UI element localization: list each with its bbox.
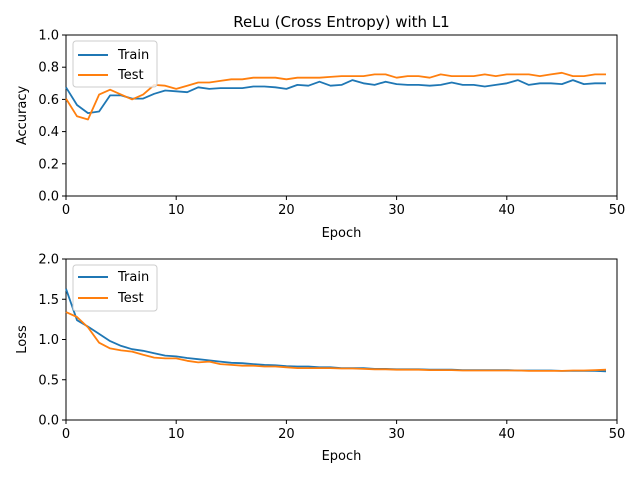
- accuracy-x-tick-label: 0: [62, 203, 70, 218]
- accuracy-x-tick-label: 40: [499, 203, 516, 218]
- accuracy-y-tick-label: 0.8: [38, 61, 59, 76]
- accuracy-x-ticks: 0 10 20 30 40 50: [62, 196, 625, 218]
- accuracy-x-tick-label: 50: [609, 203, 626, 218]
- loss-y-tick-label: 2.0: [38, 253, 59, 268]
- loss-x-tick-label: 20: [278, 427, 295, 442]
- loss-x-axis-label: Epoch: [322, 449, 362, 464]
- loss-legend-train-label: Train: [117, 270, 149, 285]
- accuracy-axes-frame: [65, 34, 618, 197]
- loss-legend-test-label: Test: [117, 291, 144, 306]
- accuracy-legend-test-label: Test: [117, 68, 144, 83]
- accuracy-x-tick-label: 10: [168, 203, 185, 218]
- accuracy-x-axis-label: Epoch: [322, 226, 362, 241]
- accuracy-y-tick-label: 0.2: [38, 157, 59, 172]
- accuracy-subplot: ReLu (Cross Entropy) with L1 0.00.20.40.…: [15, 13, 625, 241]
- loss-x-tick-label: 0: [62, 427, 70, 442]
- accuracy-train-line: [65, 79, 606, 114]
- accuracy-y-tick-label: 0.4: [38, 125, 59, 140]
- loss-series-lines: [65, 288, 607, 373]
- loss-y-tick-label: 0.0: [38, 414, 59, 429]
- loss-y-tick-label: 1.0: [38, 333, 59, 348]
- accuracy-chart-title: ReLu (Cross Entropy) with L1: [233, 13, 449, 31]
- accuracy-x-tick-label: 20: [278, 203, 295, 218]
- accuracy-y-ticks: 0.0 0.2 0.4 0.6 0.8 1.0: [38, 29, 66, 205]
- loss-x-tick-label: 50: [609, 427, 626, 442]
- loss-subplot: 0.0 0.5 1.0 1.5 2.0 0 10 20 30 40 50 Epoch Loss T…: [15, 253, 625, 465]
- loss-x-tick-label: 30: [388, 427, 405, 442]
- accuracy-y-tick-label: 1.0: [38, 29, 59, 44]
- loss-y-tick-label: 1.5: [38, 293, 59, 308]
- loss-x-ticks: 0 10 20 30 40 50: [62, 420, 625, 442]
- loss-y-axis-label: Loss: [15, 325, 30, 354]
- loss-test-line: [65, 311, 607, 372]
- loss-y-ticks: 0.0 0.5 1.0 1.5 2.0: [38, 253, 66, 429]
- accuracy-legend: Train Test: [72, 40, 158, 88]
- loss-legend: Train Test: [72, 264, 158, 312]
- loss-y-tick-label: 0.5: [38, 373, 59, 388]
- loss-x-tick-label: 40: [499, 427, 516, 442]
- loss-x-tick-label: 10: [168, 427, 185, 442]
- accuracy-y-tick-label: 0.0: [38, 190, 59, 205]
- accuracy-legend-train-label: Train: [117, 48, 149, 63]
- accuracy-y-axis-label: Accuracy: [15, 86, 30, 146]
- accuracy-y-tick-label: 0.6: [38, 93, 59, 108]
- accuracy-x-tick-label: 30: [388, 203, 405, 218]
